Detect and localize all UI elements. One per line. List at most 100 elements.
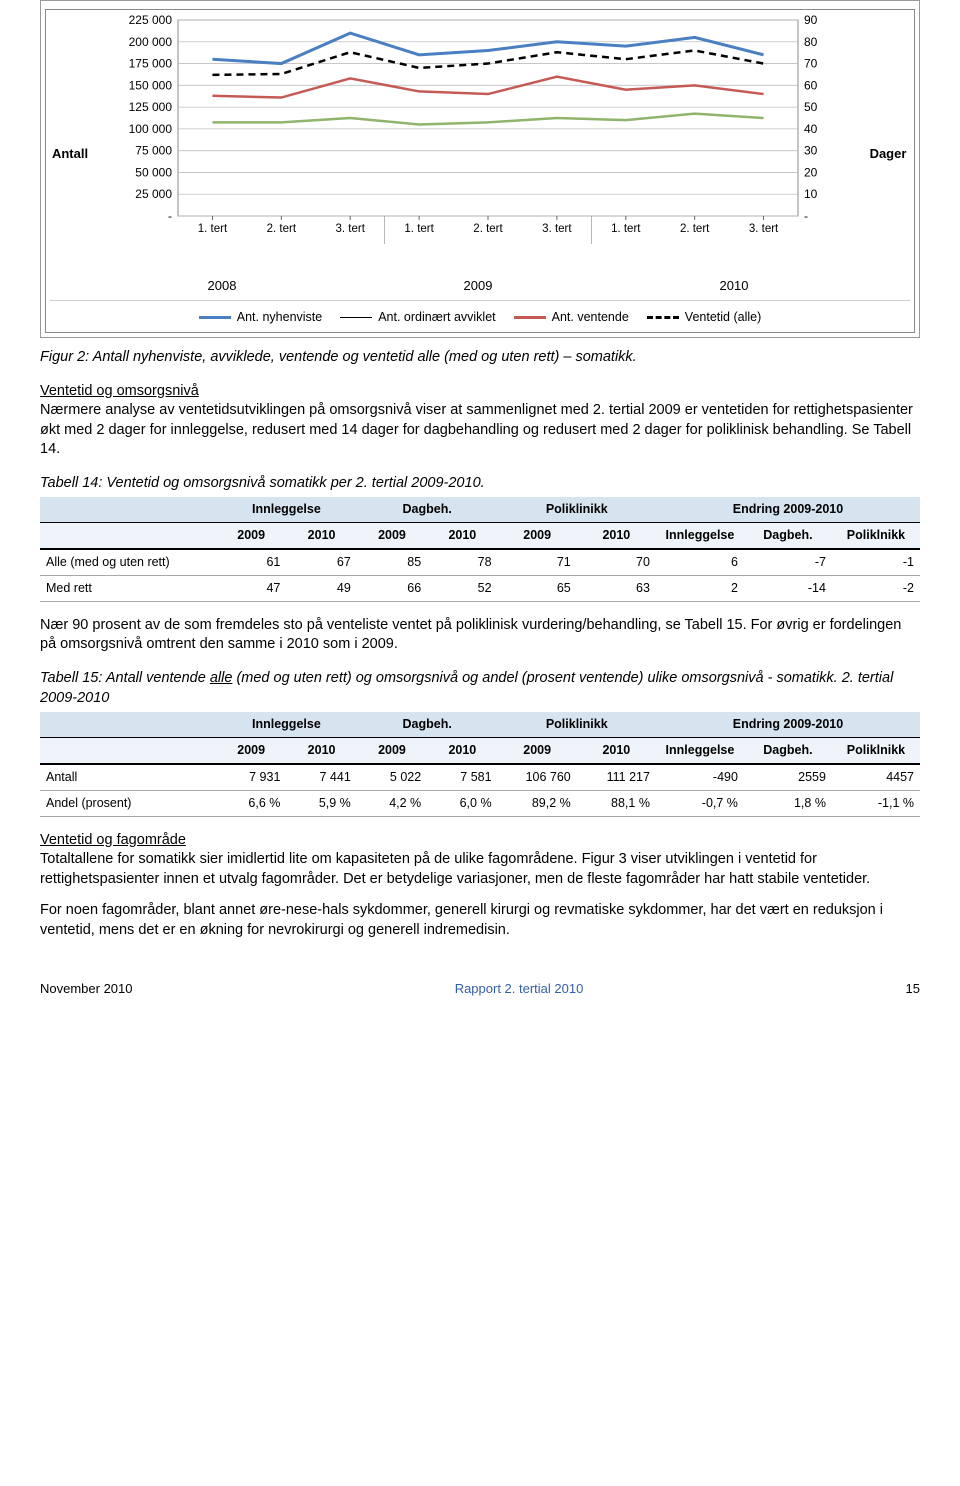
table-sub-header: Poliklnikk: [832, 737, 920, 763]
table-sub-header: Poliklnikk: [832, 523, 920, 549]
cell: 6,0 %: [427, 790, 497, 816]
svg-text:2. tert: 2. tert: [267, 223, 297, 235]
cell: -2: [832, 575, 920, 601]
cell: 67: [286, 549, 356, 575]
cell: 6: [656, 549, 744, 575]
legend-label: Ant. nyhenviste: [237, 309, 322, 326]
cell: 4,2 %: [357, 790, 427, 816]
svg-text:50: 50: [804, 100, 818, 114]
table-group-header: Dagbeh.: [357, 497, 498, 522]
table-row: Antall7 9317 4415 0227 581106 760111 217…: [40, 764, 920, 790]
cell: -0,7 %: [656, 790, 744, 816]
svg-text:100 000: 100 000: [129, 122, 173, 136]
chart-outer-frame: Antall 225 00090200 00080175 00070150 00…: [40, 0, 920, 338]
svg-text:50 000: 50 000: [135, 165, 172, 179]
table-sub-header: 2009: [357, 523, 427, 549]
section2: Ventetid og fagområde Totaltallene for s…: [40, 831, 920, 890]
chart-svg: 225 00090200 00080175 00070150 00060125 …: [94, 14, 862, 254]
table-group-header: Innleggelse: [216, 712, 357, 737]
legend-swatch: [647, 316, 679, 319]
svg-text:75 000: 75 000: [135, 144, 172, 158]
svg-text:70: 70: [804, 57, 818, 71]
table-group-header: Endring 2009-2010: [656, 497, 920, 522]
table-sub-header: [40, 737, 216, 763]
cell: 6,6 %: [216, 790, 286, 816]
cell: 61: [216, 549, 286, 575]
svg-text:150 000: 150 000: [129, 78, 173, 92]
table-row: Med rett4749665265632-14-2: [40, 575, 920, 601]
row-label: Med rett: [40, 575, 216, 601]
table-group-header: [40, 497, 216, 522]
cell: -1: [832, 549, 920, 575]
chart-area: Antall 225 00090200 00080175 00070150 00…: [50, 14, 910, 294]
chart-inner-frame: Antall 225 00090200 00080175 00070150 00…: [45, 9, 915, 333]
cell: -490: [656, 764, 744, 790]
svg-text:225 000: 225 000: [129, 14, 173, 27]
figure-caption: Figur 2: Antall nyhenviste, avviklede, v…: [40, 348, 920, 368]
table-sub-header: 2009: [357, 737, 427, 763]
legend-label: Ventetid (alle): [685, 309, 761, 326]
x-group-1: 2009: [464, 277, 493, 295]
table-row: Alle (med og uten rett)6167857871706-7-1: [40, 549, 920, 575]
table15: InnleggelseDagbeh.PoliklinikkEndring 200…: [40, 712, 920, 817]
table-sub-header: 2010: [577, 737, 656, 763]
legend-swatch: [514, 316, 546, 319]
section2-body2: For noen fagområder, blant annet øre-nes…: [40, 901, 920, 940]
cell: -7: [744, 549, 832, 575]
table-group-header: Dagbeh.: [357, 712, 498, 737]
cell: 2: [656, 575, 744, 601]
table14: InnleggelseDagbeh.PoliklinikkEndring 200…: [40, 497, 920, 602]
cell: 47: [216, 575, 286, 601]
svg-text:20: 20: [804, 165, 818, 179]
x-group-2: 2010: [720, 277, 749, 295]
cell: 7 931: [216, 764, 286, 790]
legend-item: Ant. ventende: [514, 309, 629, 326]
legend-item: Ant. nyhenviste: [199, 309, 322, 326]
svg-text:1. tert: 1. tert: [404, 223, 434, 235]
svg-text:3. tert: 3. tert: [749, 223, 779, 235]
cell: -14: [744, 575, 832, 601]
table-group-header: Innleggelse: [216, 497, 357, 522]
svg-text:90: 90: [804, 14, 818, 27]
svg-text:3. tert: 3. tert: [542, 223, 572, 235]
legend-item: Ant. ordinært avviklet: [340, 309, 495, 326]
cell: 1,8 %: [744, 790, 832, 816]
svg-text:60: 60: [804, 78, 818, 92]
table-group-header: Endring 2009-2010: [656, 712, 920, 737]
section2-body1: Totaltallene for somatikk sier imidlerti…: [40, 851, 870, 887]
cell: 66: [357, 575, 427, 601]
table-sub-header: 2010: [286, 737, 356, 763]
section1: Ventetid og omsorgsnivå Nærmere analyse …: [40, 382, 920, 460]
legend-swatch: [340, 317, 372, 319]
svg-text:-: -: [804, 209, 808, 223]
para-after-table14: Nær 90 prosent av de som fremdeles sto p…: [40, 616, 920, 655]
table-sub-header: 2010: [286, 523, 356, 549]
legend-item: Ventetid (alle): [647, 309, 761, 326]
svg-text:40: 40: [804, 122, 818, 136]
svg-text:3. tert: 3. tert: [336, 223, 366, 235]
table-sub-header: Dagbeh.: [744, 737, 832, 763]
table-sub-header: 2009: [498, 737, 577, 763]
cell: 89,2 %: [498, 790, 577, 816]
y-axis-left-label: Antall: [50, 145, 94, 163]
svg-text:2. tert: 2. tert: [680, 223, 710, 235]
y-axis-right-label: Dager: [862, 145, 910, 163]
table-group-header: [40, 712, 216, 737]
cell: 52: [427, 575, 497, 601]
table-sub-header: [40, 523, 216, 549]
svg-text:25 000: 25 000: [135, 187, 172, 201]
footer-right: 15: [906, 980, 920, 998]
svg-text:175 000: 175 000: [129, 57, 173, 71]
svg-text:1. tert: 1. tert: [611, 223, 641, 235]
table-sub-header: 2009: [216, 523, 286, 549]
row-label: Antall: [40, 764, 216, 790]
x-group-labels: 2008 2009 2010: [94, 261, 862, 295]
svg-text:30: 30: [804, 144, 818, 158]
cell: 4457: [832, 764, 920, 790]
t15cap-a: Tabell 15: Antall ventende: [40, 670, 210, 686]
table15-caption: Tabell 15: Antall ventende alle (med og …: [40, 669, 920, 708]
cell: 85: [357, 549, 427, 575]
t15cap-u: alle: [210, 670, 233, 686]
cell: 5 022: [357, 764, 427, 790]
section1-body: Nærmere analyse av ventetidsutviklingen …: [40, 402, 913, 457]
